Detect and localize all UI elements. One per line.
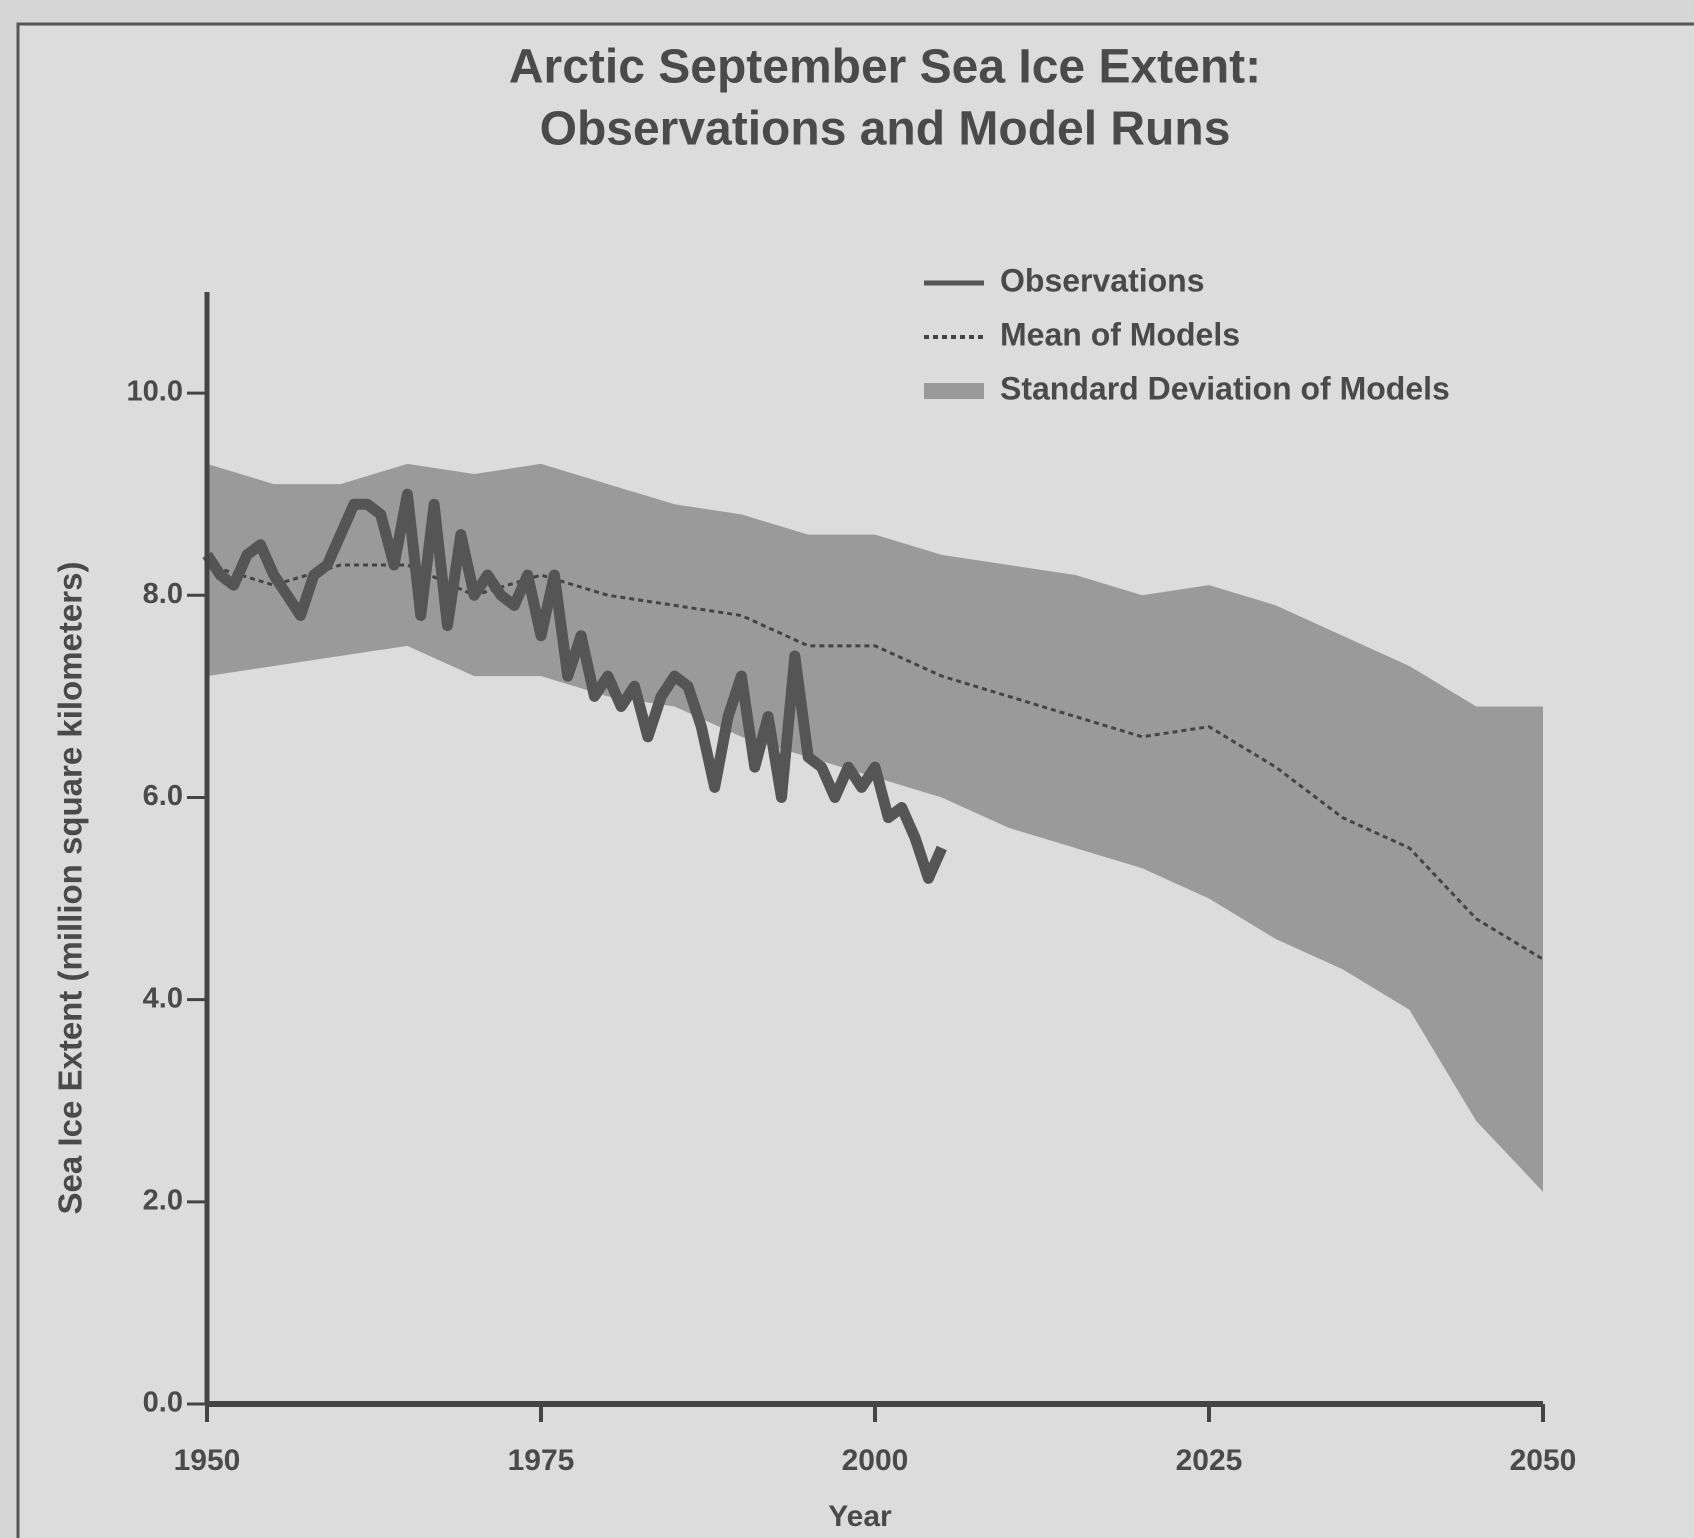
y-axis-label: Sea Ice Extent (million square kilometer… xyxy=(52,562,89,1215)
x-tick-label: 2025 xyxy=(1176,1444,1243,1477)
y-tick-label: 0.0 xyxy=(143,1387,183,1419)
x-tick-label: 1950 xyxy=(174,1444,241,1477)
x-tick-label: 2050 xyxy=(1510,1444,1577,1477)
legend-label: Mean of Models xyxy=(1000,316,1240,352)
legend-swatch xyxy=(924,383,984,399)
y-tick-label: 4.0 xyxy=(143,982,183,1014)
x-tick-label: 2000 xyxy=(842,1444,909,1477)
chart-title: Arctic September Sea Ice Extent: xyxy=(509,41,1261,94)
x-tick-label: 1975 xyxy=(508,1444,575,1477)
legend-label: Observations xyxy=(1000,262,1205,298)
model-std-band xyxy=(207,463,1543,1192)
y-tick-label: 10.0 xyxy=(127,376,183,408)
model-mean-line xyxy=(206,563,1544,961)
chart-title: Observations and Model Runs xyxy=(540,103,1231,156)
observations-line xyxy=(202,488,947,884)
y-tick-label: 8.0 xyxy=(143,578,183,610)
x-axis-label: Year xyxy=(828,1500,892,1533)
y-tick-label: 2.0 xyxy=(143,1184,183,1216)
legend-label: Standard Deviation of Models xyxy=(1000,370,1450,406)
y-tick-label: 6.0 xyxy=(143,780,183,812)
